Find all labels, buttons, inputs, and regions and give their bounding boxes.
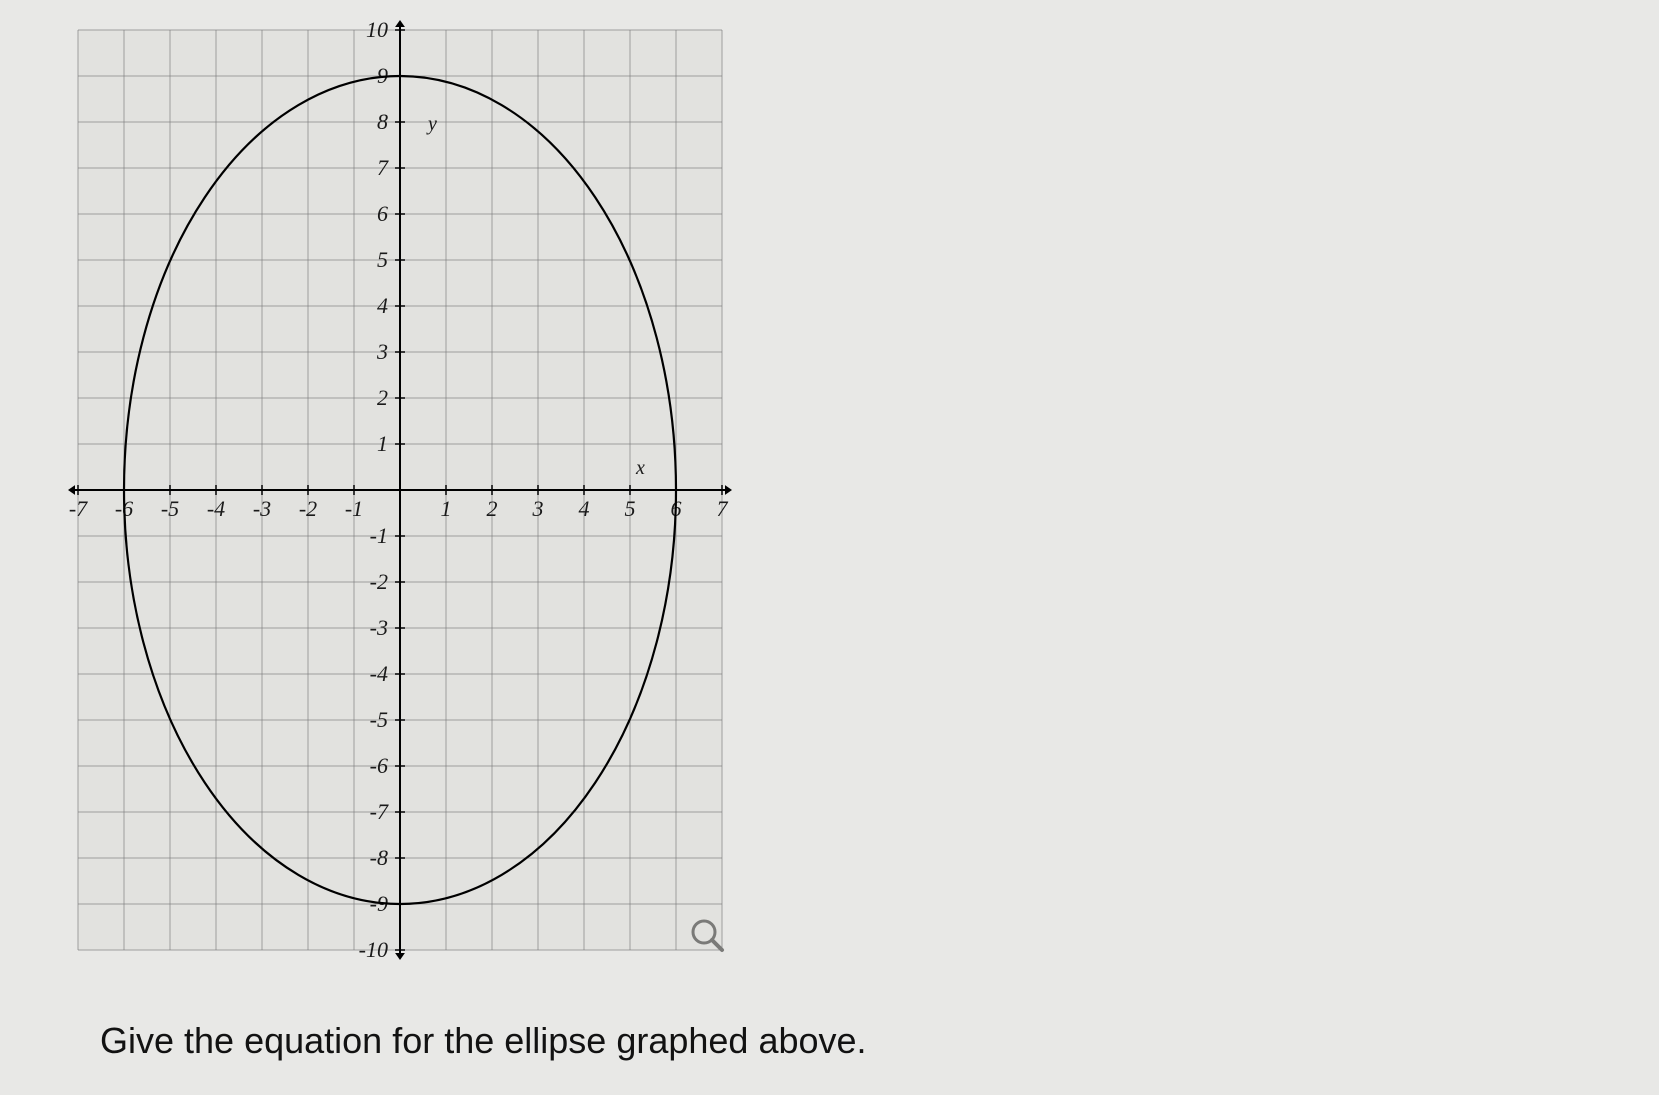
x-tick-label: 7 [717,496,729,521]
x-tick-label: -3 [253,496,271,521]
x-tick-label: -1 [345,496,363,521]
y-axis-label: y [426,113,437,135]
y-tick-label: 2 [377,385,388,410]
y-tick-label: 8 [377,109,388,134]
y-tick-label: 5 [377,247,388,272]
y-tick-label: -7 [370,799,389,824]
y-tick-label: 4 [377,293,388,318]
y-tick-label: 10 [366,17,388,42]
y-tick-label: -4 [370,661,388,686]
x-tick-label: -4 [207,496,225,521]
chart-svg: -7-6-5-4-3-2-11234567-10-9-8-7-6-5-4-3-2… [60,0,740,980]
x-tick-label: -2 [299,496,317,521]
x-tick-label: -7 [69,496,88,521]
question-prompt: Give the equation for the ellipse graphe… [100,1020,867,1062]
x-tick-label: -5 [161,496,179,521]
y-tick-label: -3 [370,615,388,640]
y-tick-label: -10 [359,937,388,962]
y-tick-label: -6 [370,753,388,778]
y-tick-label: -8 [370,845,388,870]
x-tick-label: 4 [579,496,590,521]
y-tick-label: 3 [376,339,388,364]
x-tick-label: 2 [487,496,498,521]
x-tick-label: 1 [441,496,452,521]
y-tick-label: 7 [377,155,389,180]
y-tick-label: -2 [370,569,388,594]
x-axis-label: x [635,457,645,479]
y-tick-label: 1 [377,431,388,456]
y-tick-label: 6 [377,201,388,226]
x-tick-label: 3 [532,496,544,521]
y-tick-label: -1 [370,523,388,548]
ellipse-chart: -7-6-5-4-3-2-11234567-10-9-8-7-6-5-4-3-2… [60,0,740,985]
y-tick-label: -5 [370,707,388,732]
x-tick-label: 5 [625,496,636,521]
